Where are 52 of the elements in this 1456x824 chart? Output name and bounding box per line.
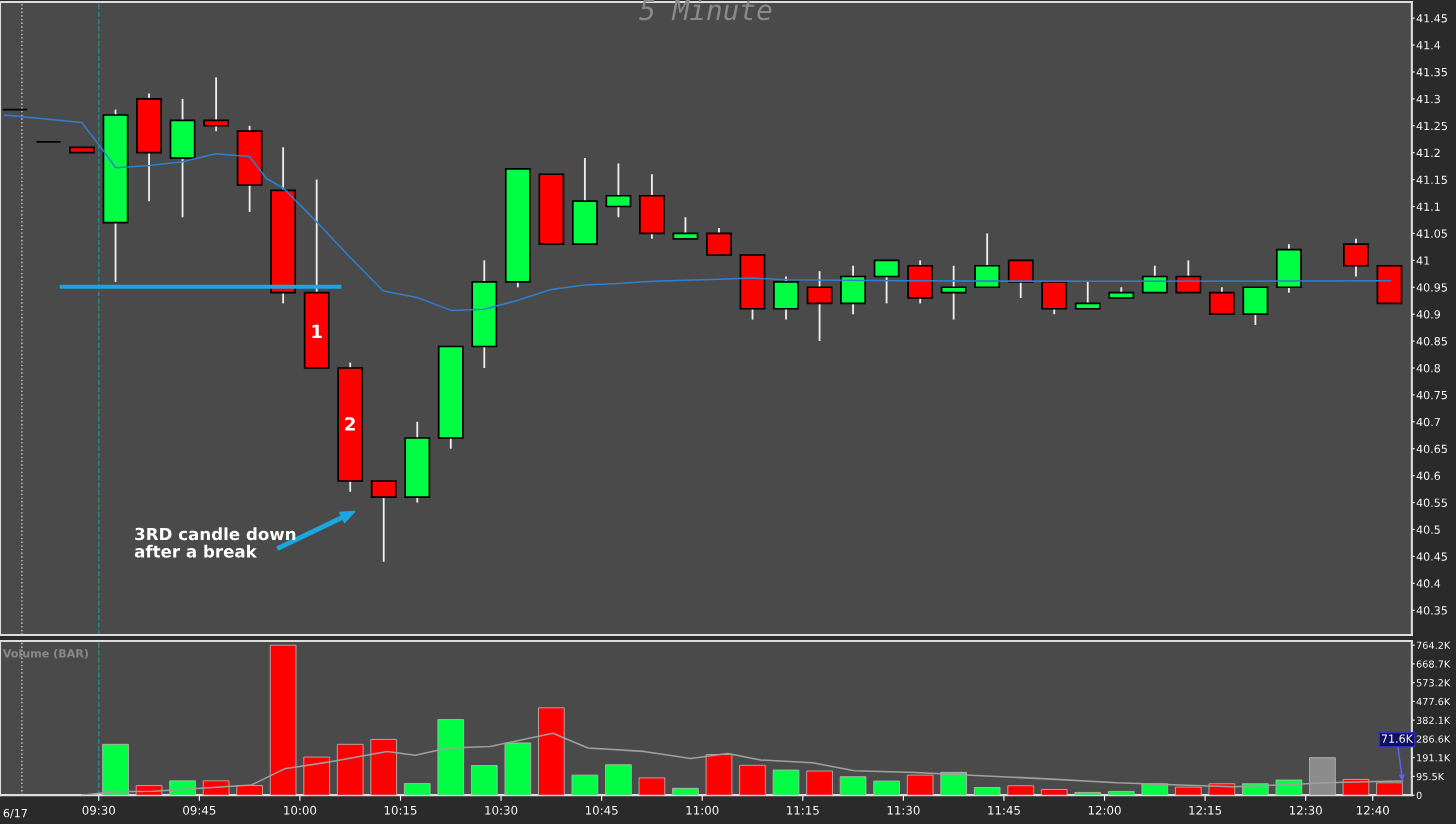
annotation: 2 <box>345 417 355 431</box>
y-tick-label: 40.5 <box>1416 525 1440 534</box>
x-tick-label: 10:00 <box>284 805 317 815</box>
x-tick-label: 12:00 <box>1088 805 1121 815</box>
y-tick-label: 40.8 <box>1416 363 1441 373</box>
text: Volume (BAR) <box>2 648 88 659</box>
x-tick-label: 09:30 <box>82 805 115 815</box>
y-tick-label: 40.9 <box>1416 310 1441 319</box>
y-tick-label: 0 <box>1416 791 1422 799</box>
y-tick-label: 41.05 <box>1416 229 1447 238</box>
x-tick-label: 10:15 <box>384 805 417 815</box>
y-tick-label: 41.35 <box>1416 67 1447 77</box>
y-tick-label: 382.1K <box>1416 716 1451 724</box>
y-tick-label: 40.35 <box>1416 606 1447 615</box>
x-tick-label: 11:30 <box>887 805 920 815</box>
y-tick-label: 40.6 <box>1416 471 1441 481</box>
y-tick-label: 191.1K <box>1417 754 1451 762</box>
y-tick-label: 95.5K <box>1416 772 1445 781</box>
x-tick-label: 12:15 <box>1189 805 1222 815</box>
y-tick-label: 41.2 <box>1416 148 1440 157</box>
x-tick-label: 12:40 <box>1357 805 1389 815</box>
y-tick-label: 764.2K <box>1416 641 1451 649</box>
x-tick-label: 11:00 <box>686 805 719 815</box>
y-tick-label: 40.55 <box>1416 498 1447 507</box>
x-tick-label: 12:30 <box>1289 805 1322 815</box>
y-tick-label: 41.45 <box>1416 14 1447 23</box>
y-tick-label: 40.95 <box>1416 283 1447 292</box>
y-tick-label: 41.1 <box>1416 202 1440 211</box>
y-tick-label: 41.4 <box>1416 41 1441 50</box>
y-tick-label: 40.45 <box>1416 552 1447 561</box>
y-tick-label: 40.75 <box>1416 390 1447 400</box>
y-tick-label: 40.4 <box>1416 579 1441 588</box>
y-tick-label: 477.6K <box>1416 697 1451 706</box>
text: 6/17 <box>3 808 27 819</box>
y-tick-label: 573.2K <box>1416 679 1451 687</box>
x-tick-label: 10:30 <box>485 805 518 815</box>
x-tick-label: 10:45 <box>585 805 618 815</box>
y-tick-label: 41.3 <box>1416 94 1440 104</box>
annotation: 1 <box>312 324 322 338</box>
x-tick-label: 11:45 <box>988 805 1020 815</box>
y-tick-label: 41 <box>1416 256 1430 265</box>
x-tick-label: 09:45 <box>183 805 216 815</box>
y-tick-label: 668.7K <box>1416 660 1451 668</box>
annotation: 3RD candle down after a break <box>134 527 296 558</box>
annotation: 71.6K <box>1381 734 1414 743</box>
x-tick-label: 11:15 <box>787 805 819 815</box>
y-tick-label: 286.6K <box>1416 735 1451 743</box>
y-tick-label: 40.85 <box>1416 337 1447 346</box>
y-tick-label: 40.7 <box>1416 417 1440 427</box>
y-tick-label: 41.25 <box>1416 121 1447 131</box>
y-tick-label: 41.15 <box>1416 175 1447 184</box>
y-tick-label: 40.65 <box>1416 444 1447 454</box>
